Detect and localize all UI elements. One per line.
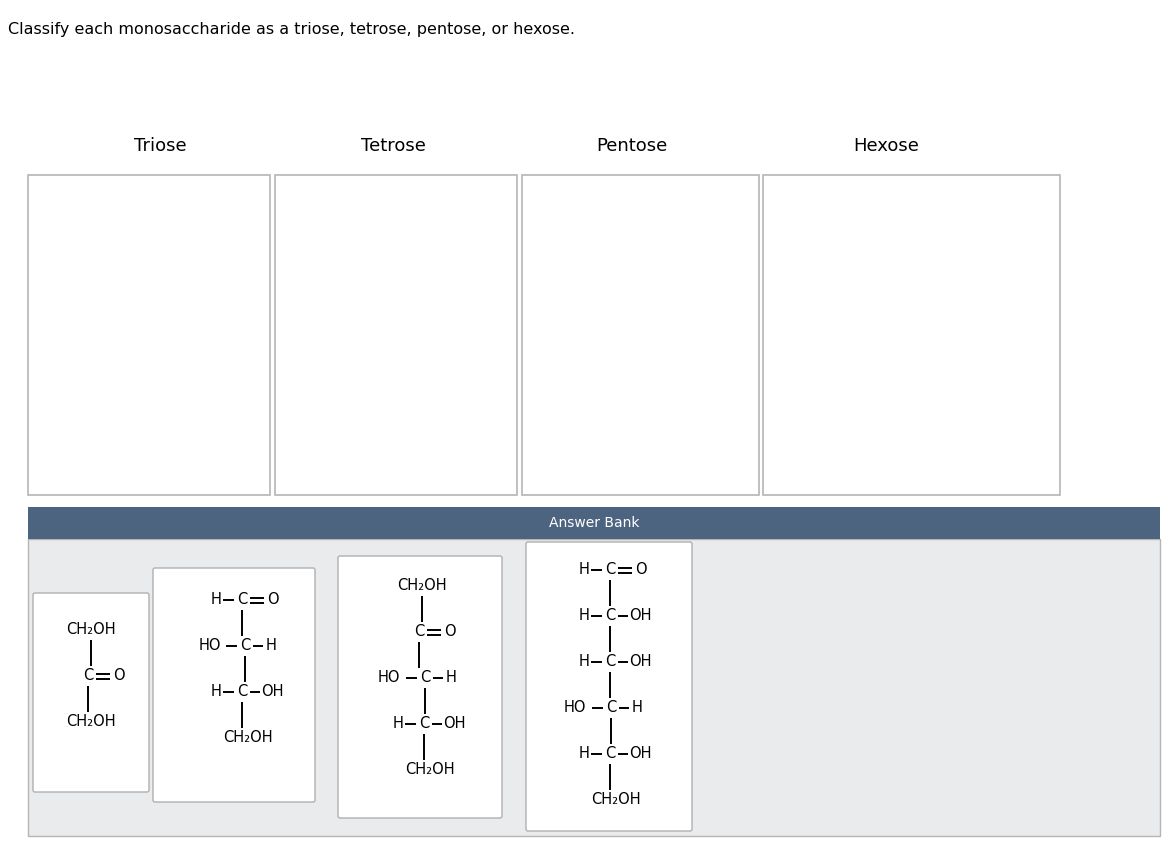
Bar [275, 175, 517, 495]
Text: Triose: Triose [134, 137, 187, 155]
Text: OH: OH [629, 654, 651, 669]
Bar [28, 507, 1160, 539]
Text: HO: HO [199, 638, 221, 653]
FancyBboxPatch shape [526, 542, 692, 831]
Text: O: O [444, 625, 456, 639]
Bar [763, 175, 1060, 495]
Text: O: O [113, 669, 125, 684]
FancyBboxPatch shape [33, 593, 149, 792]
Text: Hexose: Hexose [853, 137, 919, 155]
Text: OH: OH [629, 747, 651, 761]
Text: H: H [578, 609, 590, 623]
Text: C: C [83, 669, 93, 684]
Text: Classify each monosaccharide as a triose, tetrose, pentose, or hexose.: Classify each monosaccharide as a triose… [8, 22, 575, 37]
Text: CH₂OH: CH₂OH [397, 579, 446, 594]
Text: OH: OH [261, 685, 283, 700]
Text: Tetrose: Tetrose [361, 137, 425, 155]
Text: H: H [210, 593, 221, 607]
Text: HO: HO [377, 670, 401, 685]
Text: C: C [605, 609, 616, 623]
Text: O: O [636, 563, 646, 578]
Text: C: C [240, 638, 250, 653]
Text: H: H [578, 747, 590, 761]
Text: Answer Bank: Answer Bank [549, 516, 639, 530]
Text: OH: OH [443, 717, 465, 732]
Text: C: C [605, 654, 616, 669]
Text: CH₂OH: CH₂OH [591, 792, 640, 807]
Text: H: H [445, 670, 456, 685]
Text: C: C [419, 670, 430, 685]
FancyBboxPatch shape [338, 556, 502, 818]
Text: C: C [237, 685, 247, 700]
Text: CH₂OH: CH₂OH [66, 715, 116, 729]
Text: CH₂OH: CH₂OH [223, 731, 273, 745]
Text: Pentose: Pentose [597, 137, 667, 155]
Text: CH₂OH: CH₂OH [405, 763, 455, 777]
Bar [28, 175, 270, 495]
Text: H: H [266, 638, 276, 653]
FancyBboxPatch shape [153, 568, 315, 802]
Text: C: C [605, 747, 616, 761]
Text: H: H [578, 654, 590, 669]
Text: H: H [632, 701, 643, 716]
Bar [28, 539, 1160, 836]
Text: H: H [578, 563, 590, 578]
Text: C: C [605, 563, 616, 578]
Text: OH: OH [629, 609, 651, 623]
Text: C: C [606, 701, 616, 716]
Text: C: C [237, 593, 247, 607]
Bar [522, 175, 759, 495]
Text: C: C [414, 625, 424, 639]
Text: O: O [267, 593, 278, 607]
Text: H: H [210, 685, 221, 700]
Text: CH₂OH: CH₂OH [66, 622, 116, 637]
Text: HO: HO [564, 701, 586, 716]
Text: C: C [418, 717, 429, 732]
Text: H: H [392, 717, 403, 732]
